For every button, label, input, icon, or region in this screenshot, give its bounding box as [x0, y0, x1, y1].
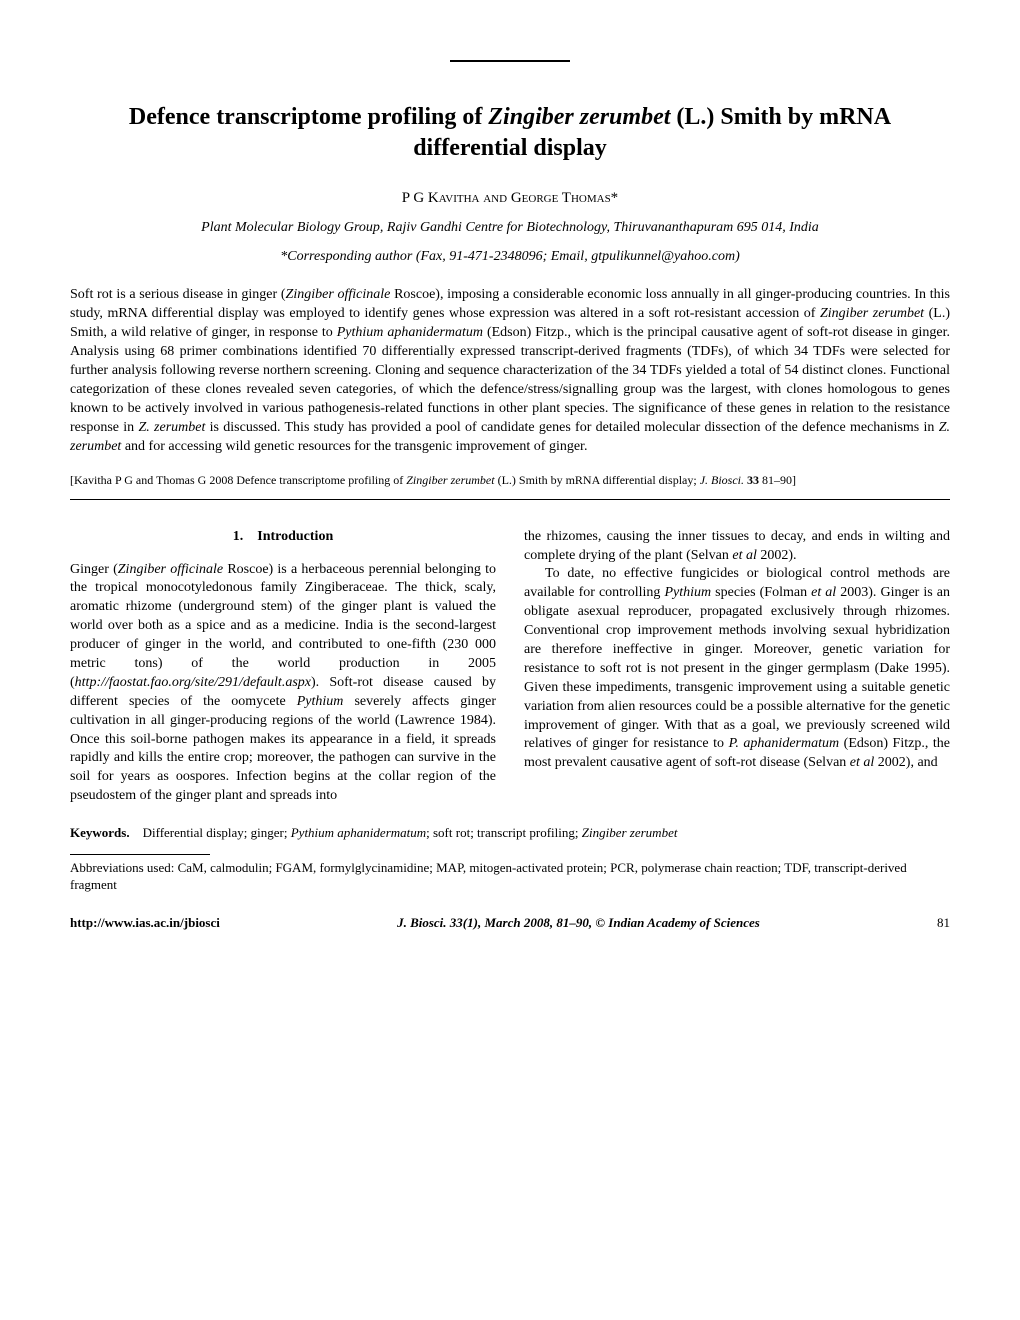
- abbrev-rule: [70, 854, 210, 855]
- citation: [Kavitha P G and Thomas G 2008 Defence t…: [70, 472, 950, 488]
- abstract-rule: [70, 499, 950, 500]
- body-paragraph: To date, no effective fungicides or biol…: [524, 565, 950, 773]
- affiliation: Plant Molecular Biology Group, Rajiv Gan…: [70, 219, 950, 238]
- right-column: the rhizomes, causing the inner tissues …: [524, 528, 950, 806]
- abbreviations: Abbreviations used: CaM, calmodulin; FGA…: [70, 859, 950, 894]
- body-paragraph: the rhizomes, causing the inner tissues …: [524, 528, 950, 566]
- keywords: Keywords. Differential display; ginger; …: [70, 824, 950, 842]
- left-column: 1. Introduction Ginger (Zingiber officin…: [70, 528, 496, 806]
- abstract: Soft rot is a serious disease in ginger …: [70, 286, 950, 456]
- body-paragraph: Ginger (Zingiber officinale Roscoe) is a…: [70, 561, 496, 807]
- header-rule: [450, 60, 570, 62]
- corresponding-author: *Corresponding author (Fax, 91-471-23480…: [70, 248, 950, 267]
- section-heading: 1. Introduction: [70, 528, 496, 547]
- footer-page-number: 81: [937, 914, 950, 932]
- footer-url: http://www.ias.ac.in/jbiosci: [70, 914, 220, 932]
- authors: P G Kavitha and George Thomas*: [70, 188, 950, 208]
- footer-journal: J. Biosci. 33(1), March 2008, 81–90, © I…: [397, 914, 760, 932]
- body-columns: 1. Introduction Ginger (Zingiber officin…: [70, 528, 950, 806]
- footer: http://www.ias.ac.in/jbiosci J. Biosci. …: [70, 914, 950, 932]
- paper-title: Defence transcriptome profiling of Zingi…: [70, 102, 950, 164]
